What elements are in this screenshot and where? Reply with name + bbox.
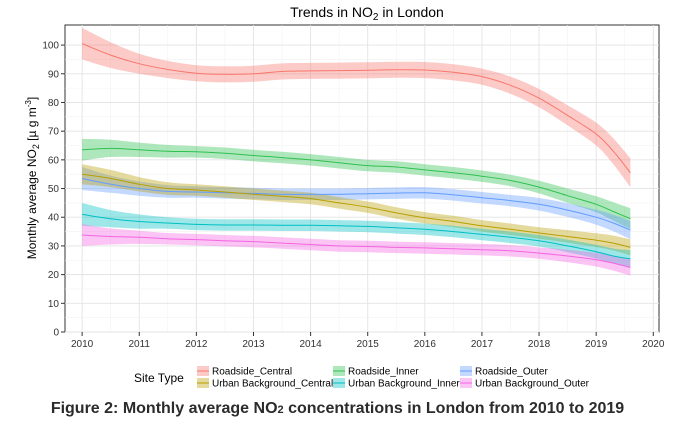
y-tick-label: 40	[48, 213, 60, 224]
line-urban-background-outer	[82, 234, 631, 268]
band-urban-background-central	[82, 164, 631, 256]
y-tick-label: 50	[48, 184, 60, 195]
legend-label: Roadside_Outer	[475, 367, 548, 378]
line-urban-background-inner	[82, 213, 631, 260]
legend-title: Site Type	[134, 371, 184, 385]
y-tick-label: 100	[42, 41, 59, 52]
y-axis-title-subscript: 2	[31, 144, 41, 149]
x-tick-label: 2018	[528, 339, 551, 350]
y-tick-label: 10	[48, 299, 60, 310]
y-tick-label: 70	[48, 127, 60, 138]
legend-item-urban-background-central: Urban Background_Central	[197, 378, 333, 390]
y-tick-label: 30	[48, 241, 60, 252]
figure-caption-subscript: 2	[277, 404, 284, 416]
x-tick-label: 2014	[299, 339, 322, 350]
x-tick-label: 2012	[185, 339, 208, 350]
line-roadside-central	[81, 43, 631, 174]
legend-label: Urban Background_Central	[212, 379, 333, 390]
series-lines	[81, 43, 631, 268]
legend-items: Roadside_Central Roadside_Inner Roadside_O…	[197, 366, 590, 390]
y-tick-label: 90	[48, 69, 60, 80]
chart-title-suffix: in London	[378, 4, 443, 20]
figure-caption: Figure 2: Monthly average NO2 concentrat…	[0, 400, 675, 418]
figure-caption-prefix: Figure 2: Monthly average NO	[50, 400, 278, 417]
confidence-bands	[82, 27, 631, 276]
y-axis-title: Monthly average NO2 [µ g m-3]	[24, 97, 41, 259]
axis-ticks: 2010 2011 2012 2013 2014 2015 2016 2017 2018 2019…	[42, 41, 665, 350]
y-axis-title-suffix: ]	[25, 97, 39, 100]
line-roadside-outer	[81, 178, 631, 231]
x-tick-label: 2019	[585, 339, 608, 350]
x-tick-label: 2017	[471, 339, 494, 350]
chart-title: Trends in NO2 in London	[290, 4, 444, 23]
line-roadside-inner	[82, 147, 631, 220]
y-tick-label: 60	[48, 155, 60, 166]
band-roadside-outer	[82, 167, 631, 240]
chart-title-subscript: 2	[373, 12, 379, 23]
x-tick-label: 2016	[414, 339, 437, 350]
legend-label: Urban Background_Inner	[348, 379, 460, 390]
plot-panel	[64, 24, 660, 333]
line-urban-background-central	[82, 173, 631, 248]
legend-item-roadside-inner: Roadside_Inner	[333, 366, 419, 378]
x-tick-label: 2013	[242, 339, 265, 350]
x-tick-label: 2011	[128, 339, 150, 350]
band-roadside-central	[82, 27, 631, 188]
band-urban-background-outer	[82, 224, 631, 276]
y-tick-label: 20	[48, 270, 60, 281]
legend-item-roadside-outer: Roadside_Outer	[460, 366, 548, 378]
y-axis-title-superscript: -3	[24, 100, 33, 108]
chart-title-prefix: Trends in NO	[290, 4, 373, 20]
legend-label: Roadside_Central	[212, 367, 292, 378]
legend-label: Urban Background_Outer	[475, 379, 590, 390]
figure-caption-suffix: concentrations in London from 2010 to 20…	[283, 400, 625, 417]
band-urban-background-inner	[82, 202, 631, 268]
y-axis-title-unit: [µ g m	[25, 107, 39, 144]
y-axis-title-prefix: Monthly average NO	[25, 149, 39, 259]
legend-label: Roadside_Inner	[348, 367, 419, 378]
legend-item-urban-background-inner: Urban Background_Inner	[333, 378, 460, 390]
x-tick-label: 2015	[357, 339, 380, 350]
x-tick-label: 2020	[642, 339, 665, 350]
legend-item-roadside-central: Roadside_Central	[197, 366, 292, 378]
legend: Site Type Roadside_Central Roadside_Inner…	[134, 366, 590, 390]
y-tick-label: 80	[48, 98, 60, 109]
x-tick-label: 2010	[71, 339, 94, 350]
legend-item-urban-background-outer: Urban Background_Outer	[460, 378, 590, 390]
y-tick-label: 0	[53, 328, 59, 339]
band-roadside-inner	[82, 138, 631, 229]
